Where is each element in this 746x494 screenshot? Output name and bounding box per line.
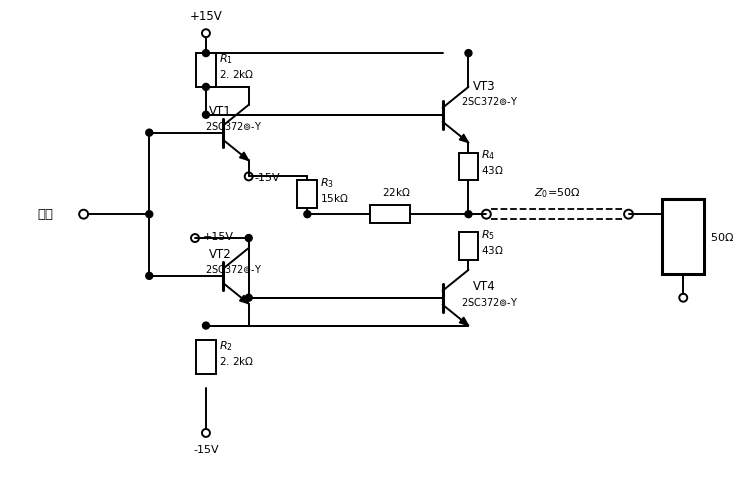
Text: $R_2$: $R_2$ [219,339,233,353]
FancyBboxPatch shape [370,205,410,223]
FancyBboxPatch shape [298,180,317,208]
Text: $R_1$: $R_1$ [219,52,233,66]
Text: VT2: VT2 [209,248,232,261]
Circle shape [145,272,153,279]
Text: +15V: +15V [203,232,234,242]
Text: -15V: -15V [193,445,219,455]
Text: $R_3$: $R_3$ [320,176,334,190]
Text: $R_4$: $R_4$ [481,149,495,163]
Polygon shape [460,134,468,143]
Text: $R_5$: $R_5$ [481,228,495,242]
Circle shape [465,49,472,57]
Text: 22k$\Omega$: 22k$\Omega$ [382,186,410,198]
Text: 50$\Omega$: 50$\Omega$ [710,231,734,243]
Text: 2SC372$\circledcirc$-Y: 2SC372$\circledcirc$-Y [205,263,263,275]
Text: 输入: 输入 [38,207,54,221]
Circle shape [202,111,210,118]
Circle shape [465,211,472,218]
Circle shape [202,83,210,90]
Circle shape [145,129,153,136]
Text: 15k$\Omega$: 15k$\Omega$ [320,192,349,204]
Text: 2SC372$\circledcirc$-Y: 2SC372$\circledcirc$-Y [460,95,518,107]
Text: 2SC372$\circledcirc$-Y: 2SC372$\circledcirc$-Y [460,296,518,308]
Text: $Z_L$: $Z_L$ [674,222,692,241]
Text: 2SC372$\circledcirc$-Y: 2SC372$\circledcirc$-Y [205,120,263,132]
FancyBboxPatch shape [196,340,216,374]
Circle shape [202,322,210,329]
FancyBboxPatch shape [196,53,216,87]
Polygon shape [460,317,468,326]
Circle shape [202,49,210,57]
Polygon shape [239,295,248,304]
Text: $Z_0$=50$\Omega$: $Z_0$=50$\Omega$ [534,186,581,200]
Text: VT3: VT3 [472,80,495,93]
Text: -15V: -15V [254,173,280,183]
Text: 43$\Omega$: 43$\Omega$ [481,165,504,176]
FancyBboxPatch shape [459,153,478,180]
FancyBboxPatch shape [459,232,478,260]
Text: 43$\Omega$: 43$\Omega$ [481,244,504,256]
Circle shape [245,235,252,242]
Text: VT4: VT4 [472,280,495,293]
Text: 2. 2k$\Omega$: 2. 2k$\Omega$ [219,355,254,368]
Text: 2. 2k$\Omega$: 2. 2k$\Omega$ [219,68,254,80]
Text: VT1: VT1 [209,105,232,118]
Circle shape [145,211,153,218]
Text: +15V: +15V [189,10,222,23]
Polygon shape [239,152,248,161]
Circle shape [304,211,311,218]
Circle shape [245,294,252,301]
Bar [662,199,704,274]
